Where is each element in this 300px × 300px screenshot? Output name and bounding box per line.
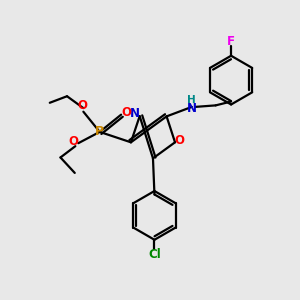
Text: N: N — [130, 107, 140, 120]
Text: H: H — [188, 95, 196, 105]
Text: O: O — [175, 134, 184, 147]
Text: O: O — [77, 99, 87, 112]
Text: F: F — [227, 35, 235, 48]
Text: P: P — [95, 125, 104, 138]
Text: O: O — [122, 106, 131, 119]
Text: O: O — [68, 135, 78, 148]
Text: Cl: Cl — [148, 248, 161, 261]
Text: N: N — [187, 102, 197, 115]
